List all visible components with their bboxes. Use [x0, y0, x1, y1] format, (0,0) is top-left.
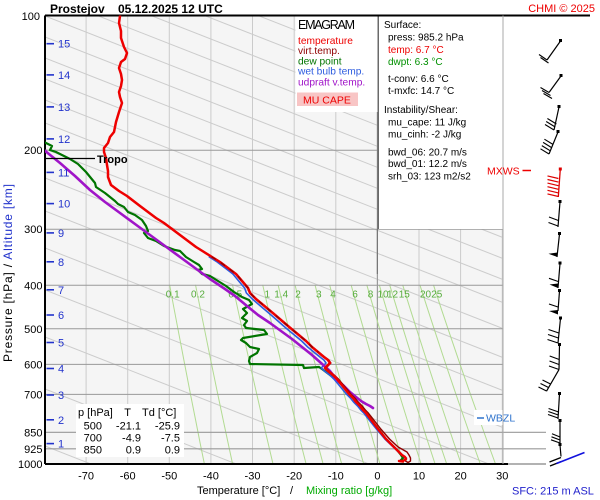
- svg-text:20: 20: [420, 290, 432, 301]
- svg-text:7: 7: [58, 285, 64, 297]
- svg-text:/: /: [290, 485, 294, 497]
- svg-text:500: 500: [24, 324, 42, 336]
- svg-text:10: 10: [413, 471, 425, 483]
- svg-text:500: 500: [84, 421, 102, 433]
- svg-text:15: 15: [58, 39, 70, 51]
- svg-text:-4.9: -4.9: [122, 433, 141, 445]
- svg-text:bwd_01: 12.2 m/s: bwd_01: 12.2 m/s: [388, 159, 467, 170]
- svg-text:mu_cinh: -2 J/kg: mu_cinh: -2 J/kg: [388, 130, 461, 141]
- svg-text:Prostejov: Prostejov: [50, 2, 105, 16]
- svg-text:0.1: 0.1: [166, 290, 180, 301]
- svg-text:-20: -20: [286, 471, 302, 483]
- svg-text:100: 100: [22, 11, 40, 23]
- svg-text:-10: -10: [328, 471, 344, 483]
- svg-text:Pressure [hPa] / Altitude [km]: Pressure [hPa] / Altitude [km]: [1, 183, 15, 362]
- svg-text:wet bulb temp.: wet bulb temp.: [297, 67, 364, 78]
- svg-text:SFC: 215 m ASL: SFC: 215 m ASL: [512, 486, 594, 498]
- svg-text:temp: 6.7 °C: temp: 6.7 °C: [388, 45, 444, 56]
- svg-text:mu_cape: 11 J/kg: mu_cape: 11 J/kg: [388, 118, 466, 129]
- svg-text:p [hPa]: p [hPa]: [78, 407, 113, 419]
- svg-text:1000: 1000: [18, 459, 42, 471]
- svg-text:700: 700: [24, 389, 42, 401]
- svg-text:srh_03: 123 m2/s2: srh_03: 123 m2/s2: [388, 172, 471, 183]
- svg-text:-30: -30: [245, 471, 261, 483]
- svg-text:-50: -50: [161, 471, 177, 483]
- svg-text:1: 1: [58, 439, 64, 451]
- svg-text:400: 400: [24, 280, 42, 292]
- svg-text:12: 12: [58, 134, 70, 146]
- svg-text:8: 8: [368, 290, 374, 301]
- svg-text:300: 300: [24, 224, 42, 236]
- svg-text:6: 6: [58, 310, 64, 322]
- svg-text:8: 8: [58, 257, 64, 269]
- svg-text:-25.9: -25.9: [155, 421, 180, 433]
- svg-text:0.9: 0.9: [165, 445, 180, 457]
- svg-text:T: T: [124, 407, 131, 419]
- svg-text:bwd_06: 20.7 m/s: bwd_06: 20.7 m/s: [388, 148, 467, 159]
- svg-text:-40: -40: [203, 471, 219, 483]
- svg-text:10: 10: [377, 290, 389, 301]
- svg-text:-21.1: -21.1: [116, 421, 141, 433]
- svg-text:press: 985.2 hPa: press: 985.2 hPa: [388, 33, 464, 44]
- svg-text:Mixing ratio [g/kg]: Mixing ratio [g/kg]: [306, 485, 392, 497]
- svg-text:2: 2: [295, 290, 301, 301]
- svg-text:200: 200: [24, 145, 42, 157]
- svg-text:05.12.2025 12 UTC: 05.12.2025 12 UTC: [118, 2, 223, 16]
- svg-text:-7.5: -7.5: [161, 433, 180, 445]
- svg-text:11: 11: [58, 167, 69, 179]
- svg-text:25: 25: [431, 290, 443, 301]
- svg-text:30: 30: [496, 471, 508, 483]
- svg-text:925: 925: [24, 444, 42, 456]
- svg-text:14: 14: [58, 70, 70, 82]
- svg-text:MXWS: MXWS: [487, 166, 520, 178]
- svg-text:3: 3: [58, 390, 64, 402]
- svg-text:850: 850: [24, 427, 42, 439]
- svg-text:700: 700: [84, 433, 102, 445]
- svg-text:dwpt: 6.3 °C: dwpt: 6.3 °C: [388, 57, 443, 68]
- svg-text:t-conv: 6.6 °C: t-conv: 6.6 °C: [388, 74, 449, 85]
- svg-text:4: 4: [330, 290, 336, 301]
- svg-text:0: 0: [374, 471, 380, 483]
- svg-text:Temperature [°C]: Temperature [°C]: [197, 485, 280, 497]
- svg-text:t-mxfc: 14.7 °C: t-mxfc: 14.7 °C: [388, 86, 454, 97]
- svg-text:20: 20: [454, 471, 466, 483]
- svg-text:Td [°C]: Td [°C]: [142, 407, 176, 419]
- svg-text:MU CAPE: MU CAPE: [303, 95, 351, 107]
- svg-text:Tropo: Tropo: [97, 154, 128, 166]
- svg-text:13: 13: [58, 102, 70, 114]
- svg-text:-60: -60: [120, 471, 136, 483]
- svg-text:1: 1: [265, 290, 271, 301]
- svg-text:0.9: 0.9: [126, 445, 141, 457]
- svg-text:1.4: 1.4: [274, 290, 288, 301]
- svg-text:12: 12: [387, 290, 399, 301]
- svg-text:CHMI © 2025: CHMI © 2025: [528, 3, 595, 15]
- svg-text:0.2: 0.2: [191, 290, 205, 301]
- svg-text:3: 3: [316, 290, 322, 301]
- svg-text:15: 15: [399, 290, 411, 301]
- svg-text:temperature: temperature: [298, 36, 353, 47]
- svg-text:-70: -70: [78, 471, 94, 483]
- svg-text:600: 600: [24, 359, 42, 371]
- svg-text:Surface:: Surface:: [384, 20, 421, 31]
- svg-text:5: 5: [58, 338, 64, 350]
- svg-text:Instability/Shear:: Instability/Shear:: [384, 105, 458, 116]
- svg-text:6: 6: [352, 290, 358, 301]
- svg-text:10: 10: [58, 199, 70, 211]
- svg-text:2: 2: [58, 415, 64, 427]
- svg-text:virt.temp.: virt.temp.: [298, 46, 340, 57]
- svg-text:udpraft v.temp.: udpraft v.temp.: [298, 78, 365, 89]
- svg-text:WBZL: WBZL: [486, 413, 515, 425]
- svg-text:4: 4: [58, 364, 64, 376]
- svg-text:dew point: dew point: [298, 57, 342, 68]
- svg-text:9: 9: [58, 228, 64, 240]
- svg-text:EMAGRAM: EMAGRAM: [298, 18, 355, 32]
- svg-text:850: 850: [84, 445, 102, 457]
